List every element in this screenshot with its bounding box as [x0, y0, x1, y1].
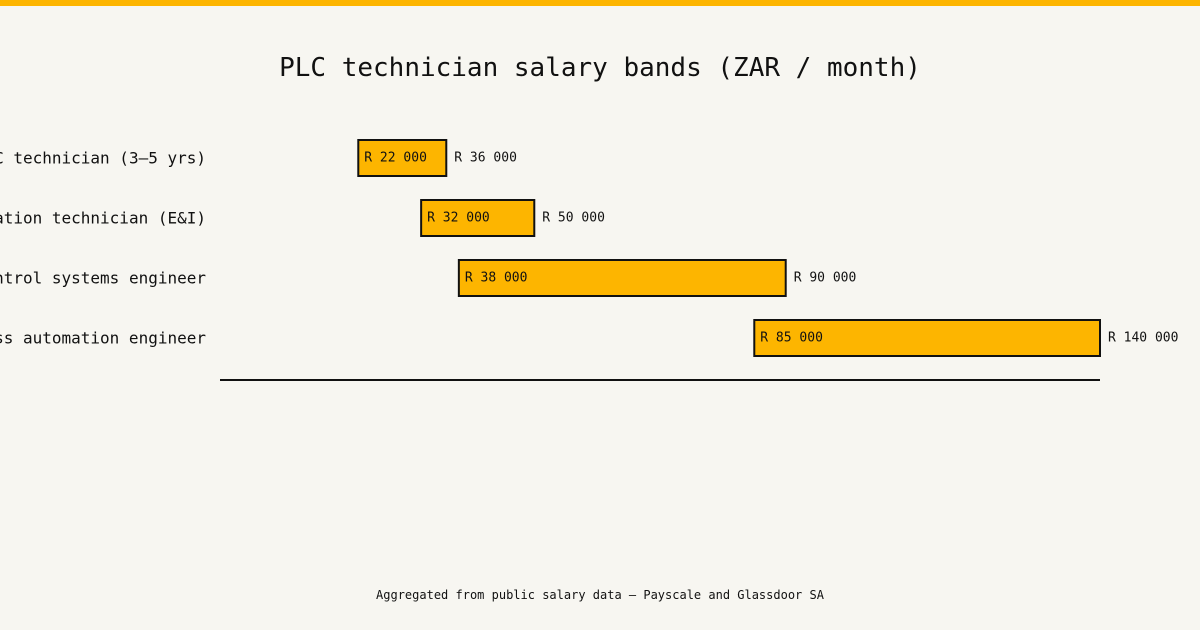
range-bar — [457, 259, 787, 297]
low-value-label: R 22 000 — [364, 151, 427, 166]
source-note: Aggregated from public salary data — Pay… — [376, 588, 824, 602]
low-value-label: R 85 000 — [760, 331, 823, 346]
high-value-label: R 36 000 — [454, 151, 517, 166]
high-value-label: R 140 000 — [1108, 331, 1178, 346]
category-label: Control systems engineer — [0, 269, 206, 288]
chart-title: PLC technician salary bands (ZAR / month… — [279, 53, 921, 83]
range-bar — [357, 139, 448, 177]
high-value-label: R 50 000 — [542, 211, 605, 226]
range-bar — [753, 319, 1101, 357]
low-value-label: R 32 000 — [427, 211, 490, 226]
category-label: Instrumentation technician (E&I) — [0, 209, 206, 228]
category-label: PLC technician (3–5 yrs) — [0, 149, 206, 168]
low-value-label: R 38 000 — [465, 271, 528, 286]
range-bar — [420, 199, 536, 237]
top-accent-stripe — [0, 0, 1200, 6]
high-value-label: R 90 000 — [794, 271, 857, 286]
category-label: Process automation engineer — [0, 329, 206, 348]
